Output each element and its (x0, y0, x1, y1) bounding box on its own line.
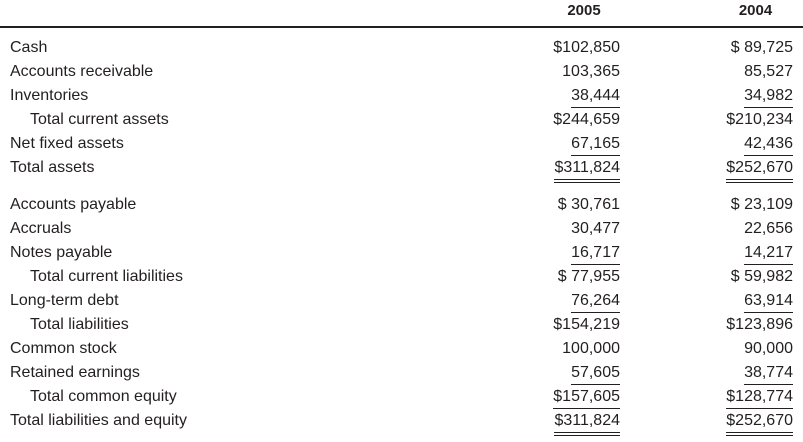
row-label: Total current assets (30, 111, 169, 128)
row-label: Long-term debt (10, 292, 119, 309)
table-row: Cash $102,850 $ 89,725 (0, 37, 803, 61)
table-row: Total assets $311,824 $252,670 (0, 157, 803, 183)
value-2004: $ 23,109 (730, 196, 793, 213)
header-divider (0, 26, 803, 28)
column-header-row: 2005 2004 (0, 0, 803, 26)
table-row: Inventories 38,444 34,982 (0, 85, 803, 109)
value-2004: 38,774 (744, 362, 793, 385)
row-label: Accruals (10, 220, 72, 237)
column-header-2005: 2005 (567, 2, 601, 19)
table-row: Notes payable 16,717 14,217 (0, 242, 803, 266)
row-label: Common stock (10, 340, 117, 357)
row-label: Accounts payable (10, 196, 137, 213)
value-2005: $102,850 (553, 39, 620, 56)
table-row: Retained earnings 57,605 38,774 (0, 362, 803, 386)
row-label: Cash (10, 39, 48, 56)
column-header-2004: 2004 (738, 2, 773, 19)
value-2005: 103,365 (562, 63, 620, 80)
table-row: Total current liabilities $ 77,955 $ 59,98… (0, 266, 803, 290)
value-2005: 16,717 (571, 242, 620, 265)
value-2005: $157,605 (553, 386, 620, 409)
value-2004: $ 59,982 (730, 268, 793, 285)
row-label: Total liabilities (30, 316, 129, 333)
value-2005: $154,219 (553, 316, 620, 333)
value-2004: 85,527 (744, 63, 793, 80)
value-2004: 22,656 (744, 220, 793, 237)
value-2004: $123,896 (726, 316, 793, 333)
row-label: Total liabilities and equity (10, 412, 187, 429)
row-label: Accounts receivable (10, 63, 154, 80)
table-row: Total current assets $244,659 $210,234 (0, 109, 803, 133)
value-2005: $311,824 (554, 410, 620, 436)
value-2004: $252,670 (726, 157, 793, 183)
table-row: Long-term debt 76,264 63,914 (0, 290, 803, 314)
value-2004: 63,914 (744, 290, 793, 313)
row-label: Inventories (10, 87, 89, 104)
table-row: Total liabilities and equity $311,824 $252… (0, 410, 803, 436)
table-row: Accounts receivable 103,365 85,527 (0, 61, 803, 85)
table-row: Total common equity $157,605 $128,774 (0, 386, 803, 410)
table-row: Total liabilities $154,219 $123,896 (0, 314, 803, 338)
value-2004: 34,982 (744, 85, 793, 108)
value-2004: 14,217 (744, 242, 793, 265)
value-2004: $210,234 (726, 111, 793, 128)
value-2004: $128,774 (726, 386, 793, 409)
row-label: Total current liabilities (30, 268, 183, 285)
table-row: Accruals 30,477 22,656 (0, 218, 803, 242)
table-row: Common stock 100,000 90,000 (0, 338, 803, 362)
value-2005: $244,659 (553, 111, 620, 128)
value-2005: 30,477 (571, 220, 620, 237)
value-2004: $ 89,725 (730, 39, 793, 56)
value-2005: $311,824 (554, 157, 620, 183)
value-2005: $ 77,955 (557, 268, 620, 285)
row-label: Total assets (10, 159, 95, 176)
value-2004: 42,436 (744, 133, 793, 156)
value-2004: $252,670 (726, 410, 793, 436)
value-2005: 67,165 (571, 133, 620, 156)
row-label: Notes payable (10, 244, 113, 261)
value-2005: 100,000 (562, 340, 620, 357)
value-2004: 90,000 (744, 340, 793, 357)
value-2005: 38,444 (571, 85, 620, 108)
table-row: Net fixed assets 67,165 42,436 (0, 133, 803, 157)
row-label: Total common equity (30, 388, 177, 405)
value-2005: 76,264 (571, 290, 620, 313)
value-2005: 57,605 (571, 362, 620, 385)
table-row: Accounts payable $ 30,761 $ 23,109 (0, 194, 803, 218)
row-label: Retained earnings (10, 364, 140, 381)
row-label: Net fixed assets (10, 135, 124, 152)
value-2005: $ 30,761 (557, 196, 620, 213)
